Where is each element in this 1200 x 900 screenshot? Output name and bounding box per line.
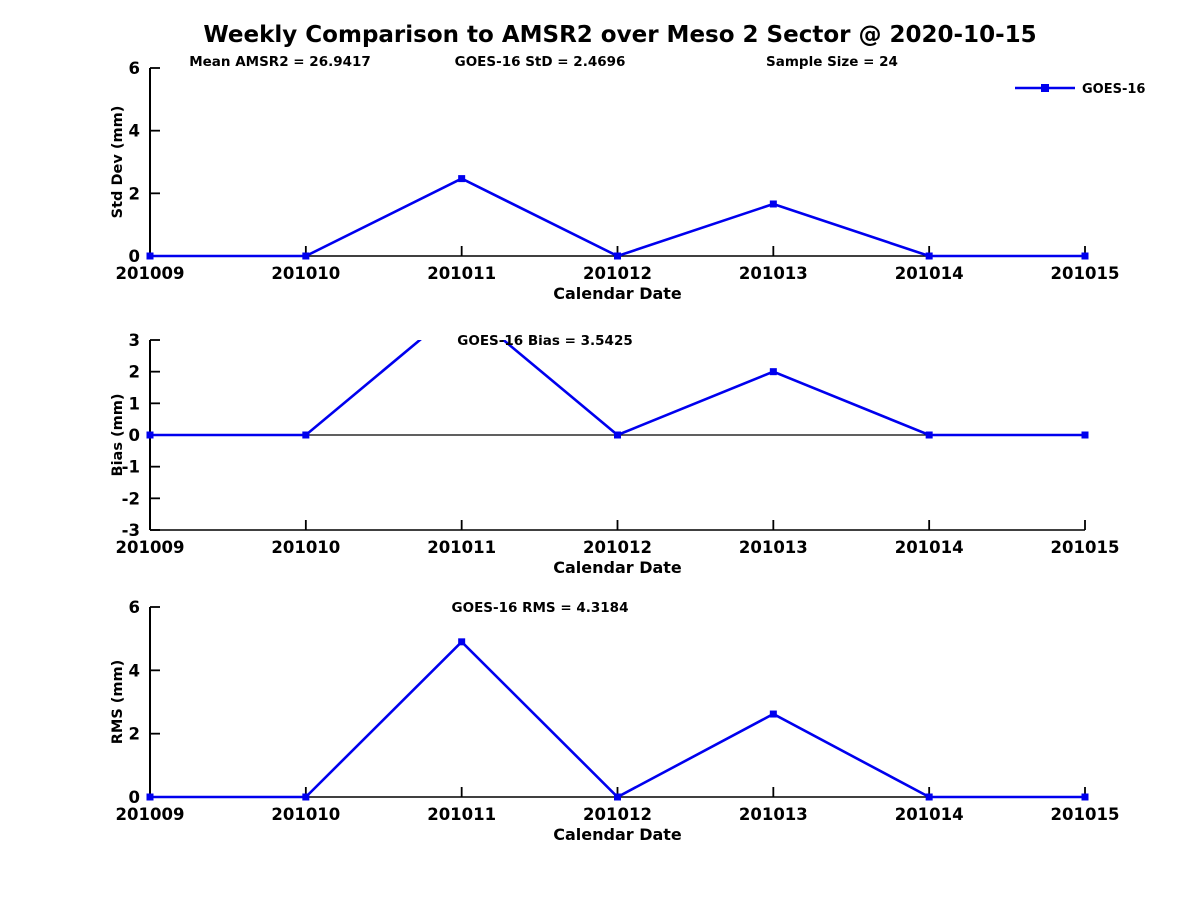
x-tick-label: 201015 xyxy=(1051,805,1120,824)
data-point-marker xyxy=(769,200,777,208)
x-tick-label: 201010 xyxy=(271,538,340,557)
stat-annotation: GOES-16 StD = 2.4696 xyxy=(455,54,626,70)
x-tick-label: 201009 xyxy=(116,805,185,824)
x-tick-label: 201012 xyxy=(583,264,652,283)
x-tick-label: 201010 xyxy=(271,264,340,283)
chart-title: Weekly Comparison to AMSR2 over Meso 2 S… xyxy=(203,22,1037,48)
x-tick-label: 201013 xyxy=(739,264,808,283)
y-tick-label: -3 xyxy=(122,521,140,540)
x-axis-title: Calendar Date xyxy=(553,558,682,577)
x-tick-label: 201011 xyxy=(427,264,496,283)
goes16-line xyxy=(150,340,1085,437)
data-point-marker xyxy=(458,175,466,183)
y-tick-label: 0 xyxy=(129,788,140,807)
data-point-marker xyxy=(146,431,154,439)
data-point-marker xyxy=(146,252,154,260)
x-tick-label: 201012 xyxy=(583,805,652,824)
x-tick-label: 201009 xyxy=(116,264,185,283)
stat-annotation: Sample Size = 24 xyxy=(766,54,898,70)
x-tick-label: 201011 xyxy=(427,805,496,824)
data-point-marker xyxy=(614,252,621,260)
data-point-marker xyxy=(302,431,310,439)
x-tick-label: 201014 xyxy=(895,264,964,283)
x-tick-label: 201010 xyxy=(271,805,340,824)
stat-annotation: GOES-16 RMS = 4.3184 xyxy=(452,600,629,616)
x-tick-label: 201015 xyxy=(1051,538,1120,557)
x-tick-label: 201014 xyxy=(895,538,964,557)
y-tick-label: 0 xyxy=(129,247,140,266)
stat-annotation: GOES-16 Bias = 3.5425 xyxy=(457,333,632,349)
goes16-line xyxy=(150,177,1085,258)
data-point-marker xyxy=(769,368,777,376)
y-tick-label: 3 xyxy=(129,331,140,350)
data-point-marker xyxy=(925,252,933,260)
y-tick-label: 4 xyxy=(129,661,140,680)
data-point-marker xyxy=(1081,431,1089,439)
data-point-marker xyxy=(925,793,933,801)
x-tick-label: 201013 xyxy=(739,538,808,557)
y-tick-label: 6 xyxy=(129,598,140,617)
y-tick-label: 6 xyxy=(129,59,140,78)
data-point-marker xyxy=(1081,793,1089,801)
y-tick-label: 2 xyxy=(129,725,140,744)
data-point-marker xyxy=(146,793,154,801)
y-tick-label: -1 xyxy=(122,458,140,477)
y-axis-title: Bias (mm) xyxy=(110,394,126,477)
y-axis-title: Std Dev (mm) xyxy=(110,106,126,219)
x-tick-label: 201014 xyxy=(895,805,964,824)
y-tick-label: -2 xyxy=(122,489,140,508)
legend-label: GOES-16 xyxy=(1082,82,1145,97)
x-axis-title: Calendar Date xyxy=(553,284,682,303)
y-tick-label: 1 xyxy=(129,394,140,413)
data-point-marker xyxy=(302,793,310,801)
legend-marker xyxy=(1041,84,1049,92)
y-tick-label: 0 xyxy=(129,426,140,445)
x-tick-label: 201012 xyxy=(583,538,652,557)
stat-annotation: Mean AMSR2 = 26.9417 xyxy=(189,54,371,70)
y-axis-title: RMS (mm) xyxy=(110,660,126,745)
data-point-marker xyxy=(302,252,310,260)
y-tick-label: 2 xyxy=(129,363,140,382)
data-point-marker xyxy=(458,638,466,646)
x-tick-label: 201009 xyxy=(116,538,185,557)
goes16-line xyxy=(150,639,1085,799)
x-tick-label: 201011 xyxy=(427,538,496,557)
x-axis-title: Calendar Date xyxy=(553,825,682,844)
y-tick-label: 2 xyxy=(129,184,140,203)
data-point-marker xyxy=(1081,252,1089,260)
x-tick-label: 201015 xyxy=(1051,264,1120,283)
y-tick-label: 4 xyxy=(129,122,140,141)
data-point-marker xyxy=(614,431,621,439)
data-point-marker xyxy=(769,710,777,718)
data-point-marker xyxy=(925,431,933,439)
x-tick-label: 201013 xyxy=(739,805,808,824)
data-point-marker xyxy=(614,793,621,801)
